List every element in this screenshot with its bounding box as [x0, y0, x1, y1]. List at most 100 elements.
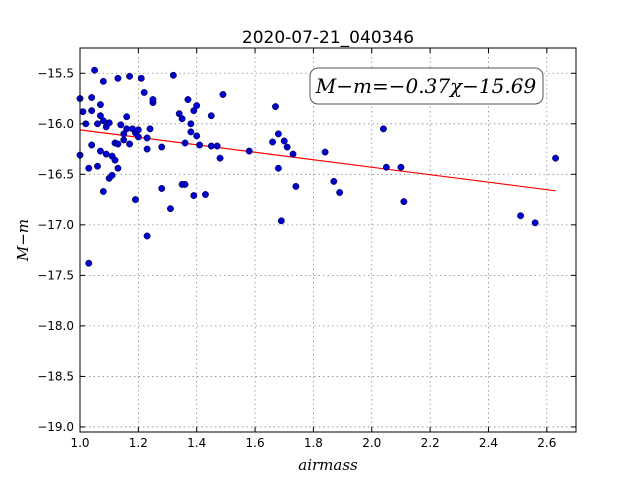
y-tick-label: −17.0: [37, 218, 74, 232]
data-point: [193, 132, 201, 140]
fit-line: [79, 129, 556, 192]
x-tick-label: 1.4: [187, 436, 206, 450]
data-point: [85, 259, 93, 267]
data-point: [274, 164, 282, 172]
data-point: [283, 143, 291, 151]
data-point: [137, 74, 145, 82]
data-point: [146, 125, 154, 133]
x-ticks: 1.0 1.2 1.4 1.6 1.8 2.0 2.2 2.4 2.6: [70, 48, 556, 450]
data-point: [187, 120, 195, 128]
data-point: [175, 110, 183, 118]
data-point: [117, 121, 125, 129]
data-point: [134, 133, 142, 141]
data-point: [280, 137, 288, 145]
data-point: [88, 141, 96, 149]
data-point: [166, 205, 174, 213]
x-tick-label: 1.0: [70, 436, 89, 450]
annotation-box: M−m=−0.37χ−15.69: [309, 67, 544, 105]
annotation-text: M−m=−0.37χ−15.69: [315, 74, 537, 98]
data-point: [99, 188, 107, 195]
x-tick-label: 2.0: [362, 436, 381, 450]
data-point: [181, 180, 189, 188]
y-tick-label: −16.5: [37, 167, 74, 181]
data-point: [202, 191, 209, 198]
data-point: [196, 141, 204, 149]
y-tick-label: −19.0: [37, 420, 74, 434]
data-point: [207, 142, 215, 150]
data-point: [120, 136, 128, 144]
data-point: [94, 120, 101, 128]
data-point: [552, 154, 560, 162]
x-tick-label: 1.6: [246, 436, 265, 450]
x-axis-label: airmass: [298, 456, 358, 474]
data-point: [400, 198, 408, 206]
data-point: [126, 72, 134, 80]
data-point: [158, 185, 166, 192]
data-point: [105, 119, 113, 127]
data-point: [108, 171, 116, 179]
data-point: [96, 112, 104, 120]
data-point: [207, 112, 215, 120]
data-point: [330, 177, 338, 185]
data-point: [143, 145, 151, 153]
data-point: [379, 125, 387, 133]
data-point: [114, 140, 122, 148]
y-tick-label: −18.0: [37, 319, 74, 333]
data-point: [143, 134, 151, 142]
data-point: [96, 147, 104, 155]
plot-frame: [79, 47, 577, 433]
y-tick-label: −17.5: [37, 268, 74, 282]
data-point: [245, 147, 253, 155]
data-point: [184, 96, 192, 103]
data-point: [169, 71, 177, 79]
x-tick-label: 2.2: [421, 436, 440, 450]
data-point: [94, 162, 101, 170]
data-point: [131, 196, 139, 204]
data-point: [187, 128, 195, 136]
data-point: [99, 117, 107, 125]
data-point: [289, 150, 297, 158]
data-point: [277, 217, 285, 225]
data-point: [88, 94, 96, 101]
data-point: [190, 107, 198, 115]
data-point: [123, 125, 131, 133]
data-point: [140, 89, 148, 96]
data-point: [102, 150, 110, 158]
data-point: [219, 91, 227, 98]
y-tick-label: −16.0: [37, 117, 74, 131]
data-point: [181, 139, 189, 147]
x-tick-label: 2.6: [537, 436, 556, 450]
y-ticks: −15.5 −16.0 −16.5 −17.0 −17.5 −18.0 −18.5 −19.0: [37, 66, 576, 434]
data-point: [85, 164, 93, 172]
data-point: [99, 77, 107, 85]
data-point: [126, 140, 134, 148]
plot-area: [80, 48, 576, 432]
data-point: [178, 115, 186, 123]
data-point: [397, 163, 405, 171]
x-tick-label: 1.2: [129, 436, 148, 450]
data-point: [531, 219, 539, 227]
data-point: [111, 156, 119, 164]
y-axis-label: M−m: [14, 219, 32, 262]
data-point: [193, 102, 201, 110]
data-point: [272, 103, 279, 111]
x-tick-label: 1.8: [304, 436, 323, 450]
data-point: [96, 101, 104, 109]
data-point: [321, 148, 329, 156]
data-point: [274, 130, 282, 138]
data-point: [158, 143, 166, 151]
fit-line-group: [79, 129, 556, 192]
data-point: [382, 163, 390, 171]
data-point: [123, 113, 131, 121]
data-point: [149, 96, 157, 103]
data-points: [76, 66, 560, 267]
data-point: [79, 108, 87, 116]
data-point: [134, 126, 142, 134]
chart-title: 2020-07-21_040346: [242, 28, 414, 48]
data-point: [292, 182, 300, 190]
data-point: [213, 142, 221, 150]
data-point: [190, 192, 198, 199]
data-point: [269, 138, 277, 146]
data-point: [143, 232, 151, 240]
